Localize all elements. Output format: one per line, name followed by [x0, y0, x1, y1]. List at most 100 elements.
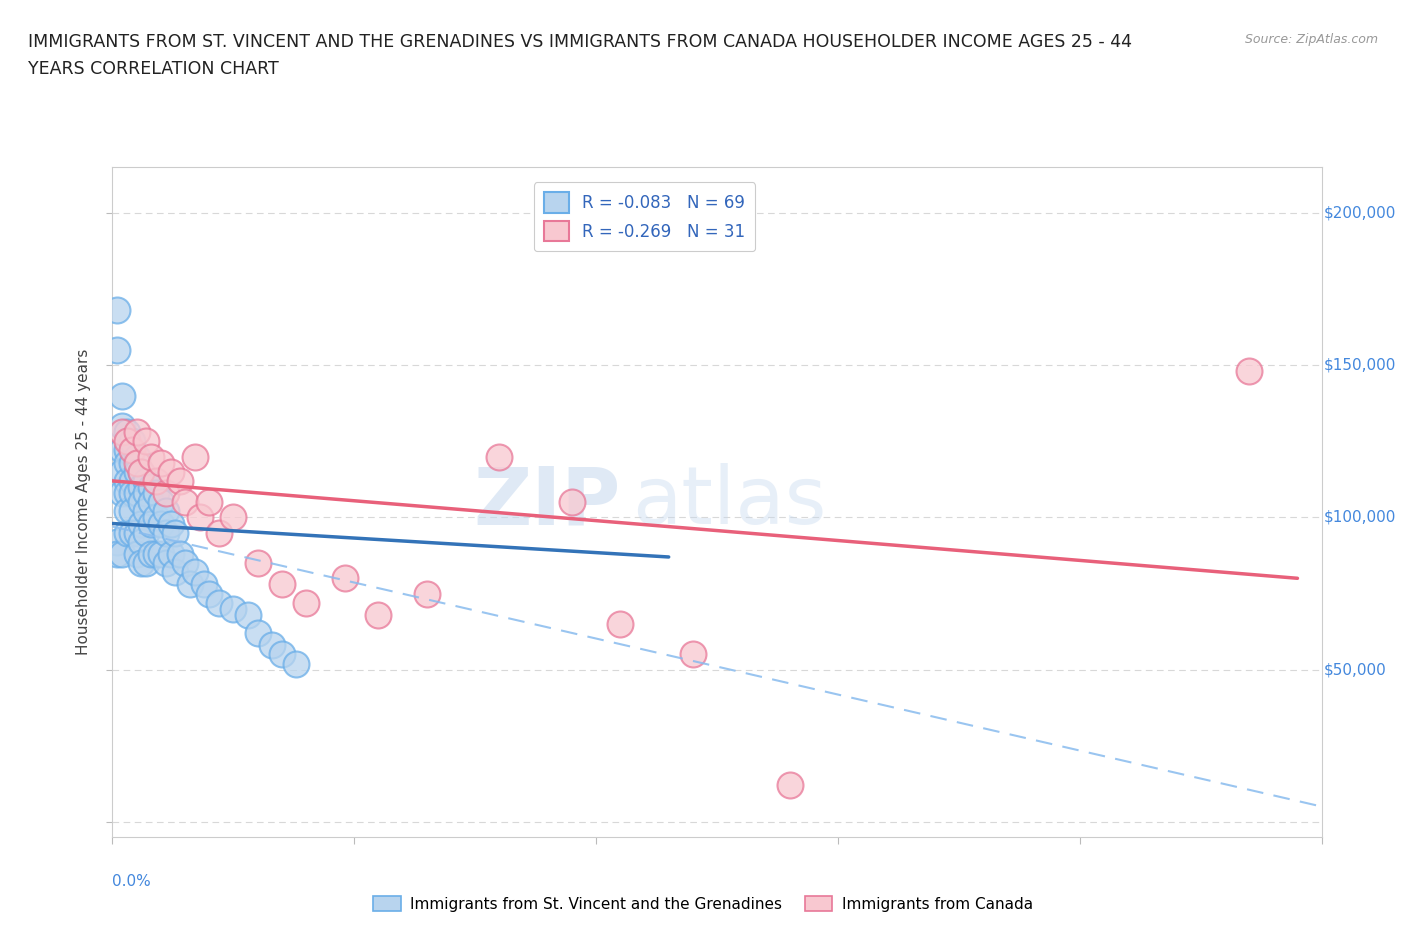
Point — [125, 425, 148, 440]
Point — [135, 525, 157, 540]
Point — [149, 495, 172, 510]
Point — [145, 547, 167, 562]
Point — [121, 485, 143, 500]
Point — [141, 449, 163, 464]
Point — [246, 555, 269, 570]
Point — [111, 443, 134, 458]
Text: $200,000: $200,000 — [1324, 206, 1396, 220]
Point — [165, 565, 187, 579]
Point — [125, 449, 148, 464]
Point — [115, 455, 138, 470]
Point — [169, 547, 191, 562]
Point — [682, 647, 704, 662]
Text: atlas: atlas — [633, 463, 827, 541]
Point — [135, 555, 157, 570]
Point — [198, 586, 221, 601]
Point — [131, 535, 153, 550]
Point — [135, 504, 157, 519]
Point — [115, 425, 138, 440]
Point — [115, 525, 138, 540]
Point — [145, 473, 167, 488]
Point — [131, 555, 153, 570]
Point — [169, 473, 191, 488]
Point — [183, 449, 205, 464]
Point — [105, 535, 128, 550]
Point — [111, 464, 134, 479]
Point — [145, 485, 167, 500]
Legend: Immigrants from St. Vincent and the Grenadines, Immigrants from Canada: Immigrants from St. Vincent and the Gren… — [367, 889, 1039, 918]
Point — [285, 656, 308, 671]
Point — [159, 464, 181, 479]
Point — [155, 504, 177, 519]
Point — [165, 525, 187, 540]
Point — [141, 480, 163, 495]
Point — [121, 443, 143, 458]
Point — [145, 510, 167, 525]
Point — [141, 495, 163, 510]
Point — [125, 485, 148, 500]
Point — [367, 607, 389, 622]
Point — [295, 595, 318, 610]
Text: IMMIGRANTS FROM ST. VINCENT AND THE GRENADINES VS IMMIGRANTS FROM CANADA HOUSEHO: IMMIGRANTS FROM ST. VINCENT AND THE GREN… — [28, 33, 1132, 50]
Text: 0.0%: 0.0% — [112, 874, 152, 889]
Point — [111, 418, 134, 433]
Text: $100,000: $100,000 — [1324, 510, 1396, 525]
Point — [141, 547, 163, 562]
Point — [222, 510, 245, 525]
Point — [135, 473, 157, 488]
Point — [183, 565, 205, 579]
Point — [115, 434, 138, 449]
Point — [125, 547, 148, 562]
Point — [222, 602, 245, 617]
Point — [488, 449, 510, 464]
Point — [159, 516, 181, 531]
Point — [131, 464, 153, 479]
Point — [131, 480, 153, 495]
Point — [135, 434, 157, 449]
Point — [246, 626, 269, 641]
Point — [416, 586, 439, 601]
Point — [159, 547, 181, 562]
Point — [155, 525, 177, 540]
Point — [1237, 364, 1260, 379]
Point — [115, 485, 138, 500]
Point — [115, 473, 138, 488]
Y-axis label: Householder Income Ages 25 - 44 years: Householder Income Ages 25 - 44 years — [76, 349, 91, 656]
Point — [262, 638, 284, 653]
Point — [121, 525, 143, 540]
Point — [193, 577, 215, 591]
Point — [174, 555, 197, 570]
Point — [779, 777, 801, 792]
Point — [561, 495, 583, 510]
Point — [609, 617, 631, 631]
Point — [174, 495, 197, 510]
Point — [125, 525, 148, 540]
Point — [149, 547, 172, 562]
Point — [121, 504, 143, 519]
Point — [155, 555, 177, 570]
Point — [115, 443, 138, 458]
Point — [141, 516, 163, 531]
Point — [198, 495, 221, 510]
Point — [131, 495, 153, 510]
Point — [115, 504, 138, 519]
Point — [270, 647, 292, 662]
Point — [149, 455, 172, 470]
Point — [179, 577, 201, 591]
Point — [208, 525, 231, 540]
Point — [111, 547, 134, 562]
Point — [333, 571, 356, 586]
Text: YEARS CORRELATION CHART: YEARS CORRELATION CHART — [28, 60, 278, 78]
Point — [188, 510, 211, 525]
Point — [149, 516, 172, 531]
Point — [105, 303, 128, 318]
Point — [111, 388, 134, 403]
Text: $150,000: $150,000 — [1324, 358, 1396, 373]
Point — [111, 425, 134, 440]
Point — [131, 464, 153, 479]
Point — [236, 607, 259, 622]
Text: $50,000: $50,000 — [1324, 662, 1386, 677]
Point — [111, 485, 134, 500]
Point — [155, 485, 177, 500]
Point — [121, 434, 143, 449]
